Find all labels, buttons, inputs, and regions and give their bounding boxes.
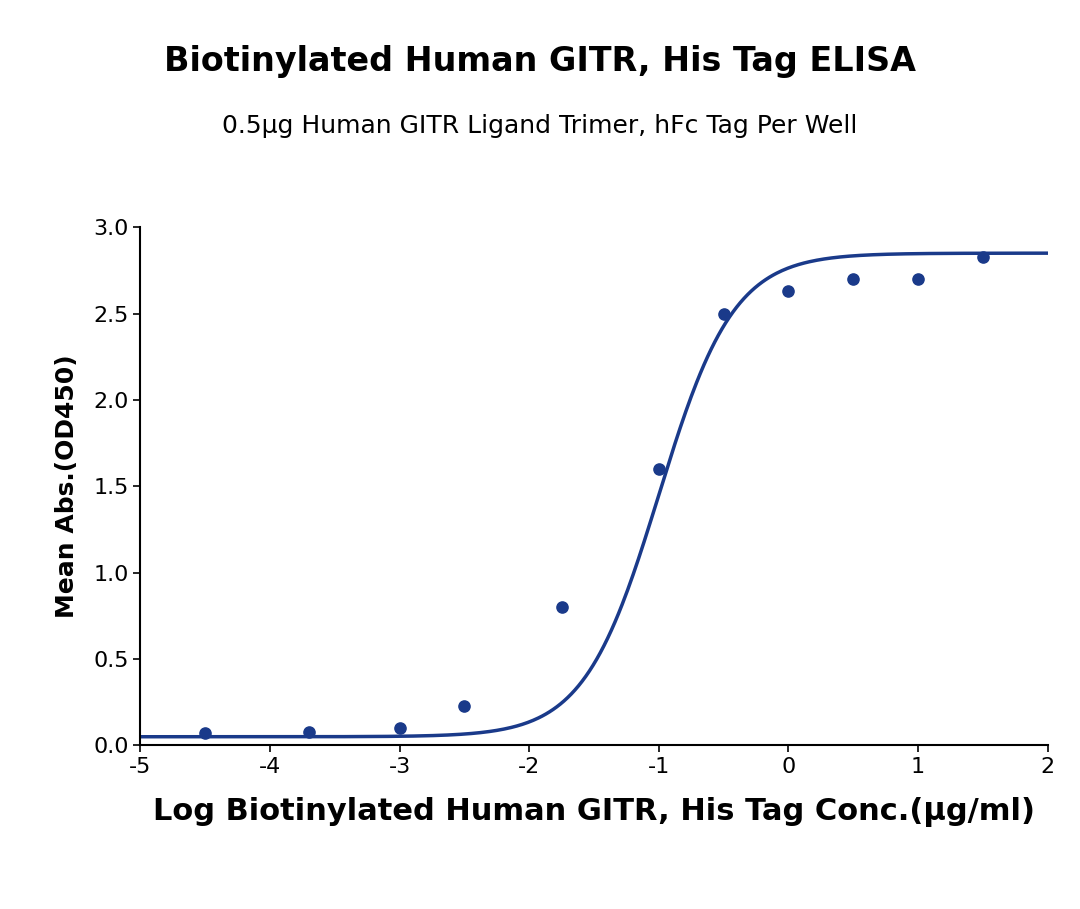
Point: [909, 272, 927, 286]
Point: [715, 306, 732, 321]
Point: [845, 272, 862, 286]
Point: [300, 724, 318, 739]
Text: 0.5μg Human GITR Ligand Trimer, hFc Tag Per Well: 0.5μg Human GITR Ligand Trimer, hFc Tag …: [222, 114, 858, 137]
Point: [456, 698, 473, 713]
Text: Biotinylated Human GITR, His Tag ELISA: Biotinylated Human GITR, His Tag ELISA: [164, 45, 916, 78]
Point: [780, 284, 797, 298]
Point: [197, 726, 214, 741]
X-axis label: Log Biotinylated Human GITR, His Tag Conc.(μg/ml): Log Biotinylated Human GITR, His Tag Con…: [153, 796, 1035, 826]
Point: [650, 462, 667, 476]
Point: [974, 249, 991, 264]
Point: [553, 600, 570, 614]
Point: [391, 721, 408, 735]
Y-axis label: Mean Abs.(OD450): Mean Abs.(OD450): [55, 355, 79, 618]
